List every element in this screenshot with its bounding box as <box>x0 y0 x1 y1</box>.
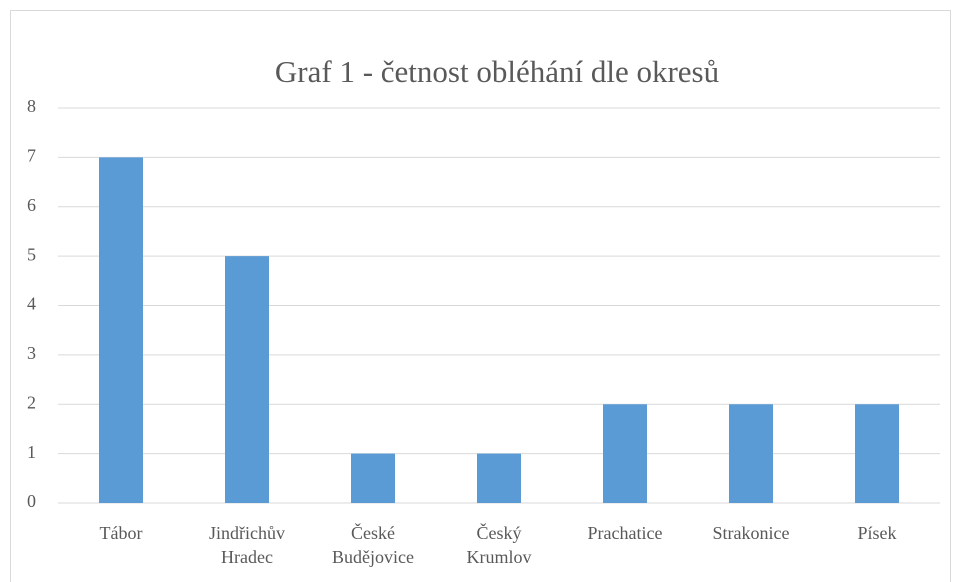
bar <box>477 453 521 503</box>
y-tick-label: 7 <box>27 146 36 166</box>
y-tick-label: 4 <box>27 294 36 314</box>
chart-title: Graf 1 - četnost obléhání dle okresů <box>275 54 719 89</box>
y-tick-label: 0 <box>27 491 36 511</box>
x-tick-label: České Budějovice <box>332 523 414 567</box>
bar <box>855 404 899 503</box>
bar <box>225 256 269 503</box>
x-tick-label: Český Krumlov <box>466 523 532 567</box>
x-tick-label: Tábor <box>99 523 143 543</box>
y-tick-label: 6 <box>27 195 36 215</box>
y-tick-label: 3 <box>27 343 36 363</box>
y-tick-label: 1 <box>27 442 36 462</box>
x-tick-label: Písek <box>857 523 897 543</box>
bar <box>729 404 773 503</box>
bar <box>99 157 143 503</box>
x-tick-label: Prachatice <box>587 523 663 543</box>
y-tick-label: 2 <box>27 392 36 412</box>
bar <box>603 404 647 503</box>
bar <box>351 453 395 503</box>
x-tick-label: Jindřichův Hradec <box>209 523 285 567</box>
y-tick-label: 8 <box>27 96 36 116</box>
x-tick-label: Strakonice <box>712 523 790 543</box>
y-tick-label: 5 <box>27 244 36 264</box>
